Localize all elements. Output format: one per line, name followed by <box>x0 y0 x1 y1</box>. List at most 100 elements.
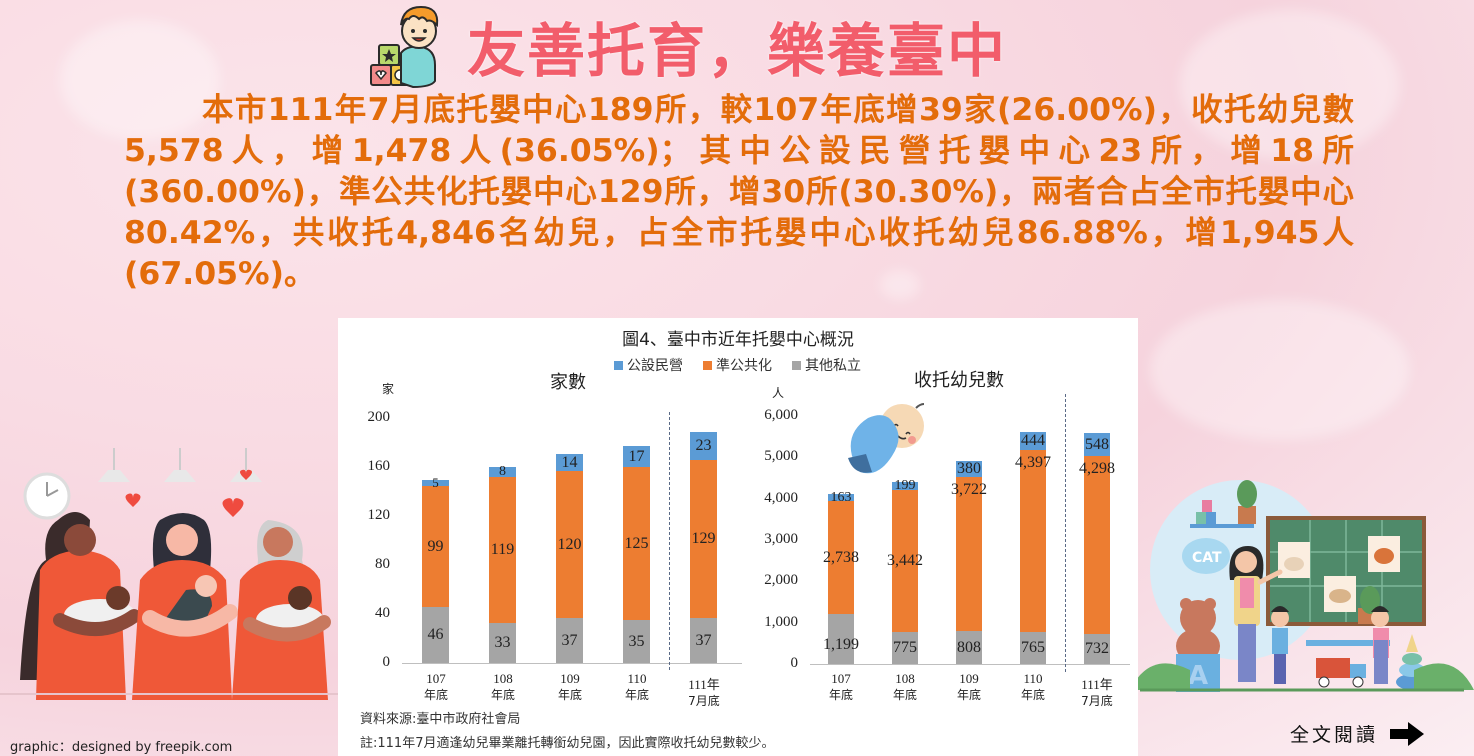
legend-swatch-blue <box>614 360 623 370</box>
legend-label: 公設民營 <box>627 358 683 374</box>
page-title: 友善托育，樂養臺中 <box>467 17 1008 85</box>
bar-segment-quasi-public: 4,397 <box>1015 450 1051 632</box>
bar-segment-public-private: 380 <box>956 460 982 477</box>
child-with-blocks-icon <box>370 5 439 89</box>
bar-segment-other-private: 37 <box>556 618 583 663</box>
bar-segment-quasi-public: 4,298 <box>1079 456 1115 634</box>
legend-item-other-private: 其他私立 <box>792 355 861 375</box>
bar-segment-quasi-public: 3,442 <box>887 490 923 632</box>
svg-text:A: A <box>1188 661 1208 691</box>
y-tick: 3,000 <box>764 531 798 547</box>
legend-label: 其他私立 <box>805 358 861 374</box>
bar-segment-other-private: 35 <box>623 620 650 663</box>
y-tick: 4,000 <box>764 490 798 506</box>
left-chart-title: 家數 <box>550 372 586 393</box>
page-header: 友善托育，樂養臺中 <box>365 0 1007 92</box>
period-divider <box>669 412 670 670</box>
bar-segment-other-private: 33 <box>489 623 516 663</box>
x-label: 107 年底 <box>828 671 853 702</box>
arrow-right-icon[interactable] <box>1390 721 1425 746</box>
x-label: 109 年底 <box>956 671 981 702</box>
swaddled-baby-icon <box>848 403 925 474</box>
bar-segment-other-private: 732 <box>1084 634 1110 664</box>
x-label: 110 年底 <box>1020 671 1045 702</box>
bar-108: 775 3,442 199 <box>887 478 923 664</box>
bar-segment-other-private: 1,199 <box>823 614 859 664</box>
y-tick: 120 <box>367 507 391 523</box>
y-tick: 160 <box>367 458 391 474</box>
bar-segment-public-private: 8 <box>489 464 516 479</box>
bar-110: 35 125 17 <box>623 446 650 663</box>
left-chart-unit: 家 <box>382 382 395 396</box>
background-bokeh <box>1180 10 1400 160</box>
x-label: 107 年底 <box>423 671 448 702</box>
period-divider <box>1065 394 1066 672</box>
x-label: 108 年底 <box>490 671 515 702</box>
bar-segment-public-private: 23 <box>690 432 717 460</box>
bar-segment-other-private: 765 <box>1020 632 1046 664</box>
summary-paragraph: 本市111年7月底托嬰中心189所，較107年底增39家(26.00%)，收托幼… <box>124 92 1354 292</box>
read-more-link[interactable]: 全文閱讀 <box>1290 720 1425 747</box>
bar-segment-other-private: 46 <box>422 607 449 663</box>
y-tick: 5,000 <box>764 448 798 464</box>
background-bokeh <box>1150 300 1410 440</box>
bar-110: 765 4,397 444 <box>1015 432 1051 664</box>
bar-segment-public-private: 14 <box>556 454 583 471</box>
x-label: 111年 7月底 <box>1081 677 1113 708</box>
background-bokeh <box>880 270 920 300</box>
bar-segment-public-private: 17 <box>623 446 650 467</box>
right-chart-title: 收托幼兒數 <box>914 370 1004 391</box>
y-tick: 0 <box>790 655 799 671</box>
nurses-holding-babies-illustration <box>0 448 340 700</box>
bar-segment-quasi-public: 129 <box>690 460 717 618</box>
bar-109: 808 3,722 380 <box>951 460 987 664</box>
legend-swatch-gray <box>792 360 801 370</box>
x-label: 108 年底 <box>892 671 917 702</box>
graphic-credit: graphic：designed by freepik.com <box>10 740 233 755</box>
legend-label: 準公共化 <box>716 358 772 374</box>
bar-107: 46 99 5 <box>422 475 449 663</box>
y-tick: 0 <box>382 654 391 670</box>
bar-segment-quasi-public: 99 <box>422 486 449 607</box>
figure-title: 圖4、臺中市近年托嬰中心概況 <box>622 330 854 350</box>
bar-111-jul: 37 129 23 <box>690 432 717 663</box>
bar-segment-quasi-public: 119 <box>489 477 516 623</box>
y-tick: 40 <box>375 605 390 621</box>
legend-item-public-private: 公設民營 <box>614 355 683 375</box>
bar-segment-quasi-public: 2,738 <box>823 501 859 614</box>
data-source: 資料來源:臺中市政府社會局 <box>360 712 521 727</box>
y-tick: 200 <box>367 409 391 425</box>
bar-108: 33 119 8 <box>489 464 516 663</box>
x-axis-line <box>810 664 1130 665</box>
y-tick: 2,000 <box>764 572 798 588</box>
x-label: 109 年底 <box>557 671 582 702</box>
bar-segment-other-private: 775 <box>892 632 918 664</box>
chart-note: 註:111年7月適逢幼兒畢業離托轉銜幼兒園，因此實際收托幼兒數較少。 <box>360 736 775 751</box>
bar-segment-public-private: 444 <box>1020 432 1046 450</box>
chart-figure: 圖4、臺中市近年托嬰中心概況 公設民營 準公共化 其他私立 家數 家 200 1… <box>338 318 1138 756</box>
bar-segment-other-private: 37 <box>690 618 717 663</box>
chart-legend: 公設民營 準公共化 其他私立 <box>614 355 861 375</box>
classroom-teacher-children-illustration: CAT A <box>1130 480 1474 692</box>
x-axis-line <box>402 663 742 664</box>
bar-109: 37 120 14 <box>556 454 583 663</box>
bar-segment-quasi-public: 125 <box>623 467 650 620</box>
legend-item-quasi-public: 準公共化 <box>703 355 772 375</box>
bar-segment-public-private: 5 <box>422 475 449 490</box>
bar-segment-public-private: 548 <box>1084 433 1110 456</box>
background-bokeh <box>60 20 220 140</box>
bar-segment-other-private: 808 <box>956 631 982 664</box>
y-tick: 1,000 <box>764 614 798 630</box>
legend-swatch-orange <box>703 360 712 370</box>
x-label: 110 年底 <box>624 671 649 702</box>
svg-text:CAT: CAT <box>1192 550 1222 566</box>
x-label: 111年 7月底 <box>688 677 720 708</box>
y-tick: 80 <box>375 556 390 572</box>
bar-segment-quasi-public: 120 <box>556 471 583 618</box>
bar-segment-public-private: 163 <box>828 490 854 505</box>
bar-107: 1,199 2,738 163 <box>823 490 859 664</box>
bar-segment-quasi-public: 3,722 <box>951 477 987 631</box>
right-chart-unit: 人 <box>772 386 785 400</box>
read-more-label[interactable]: 全文閱讀 <box>1290 724 1379 746</box>
y-tick: 6,000 <box>764 407 798 423</box>
